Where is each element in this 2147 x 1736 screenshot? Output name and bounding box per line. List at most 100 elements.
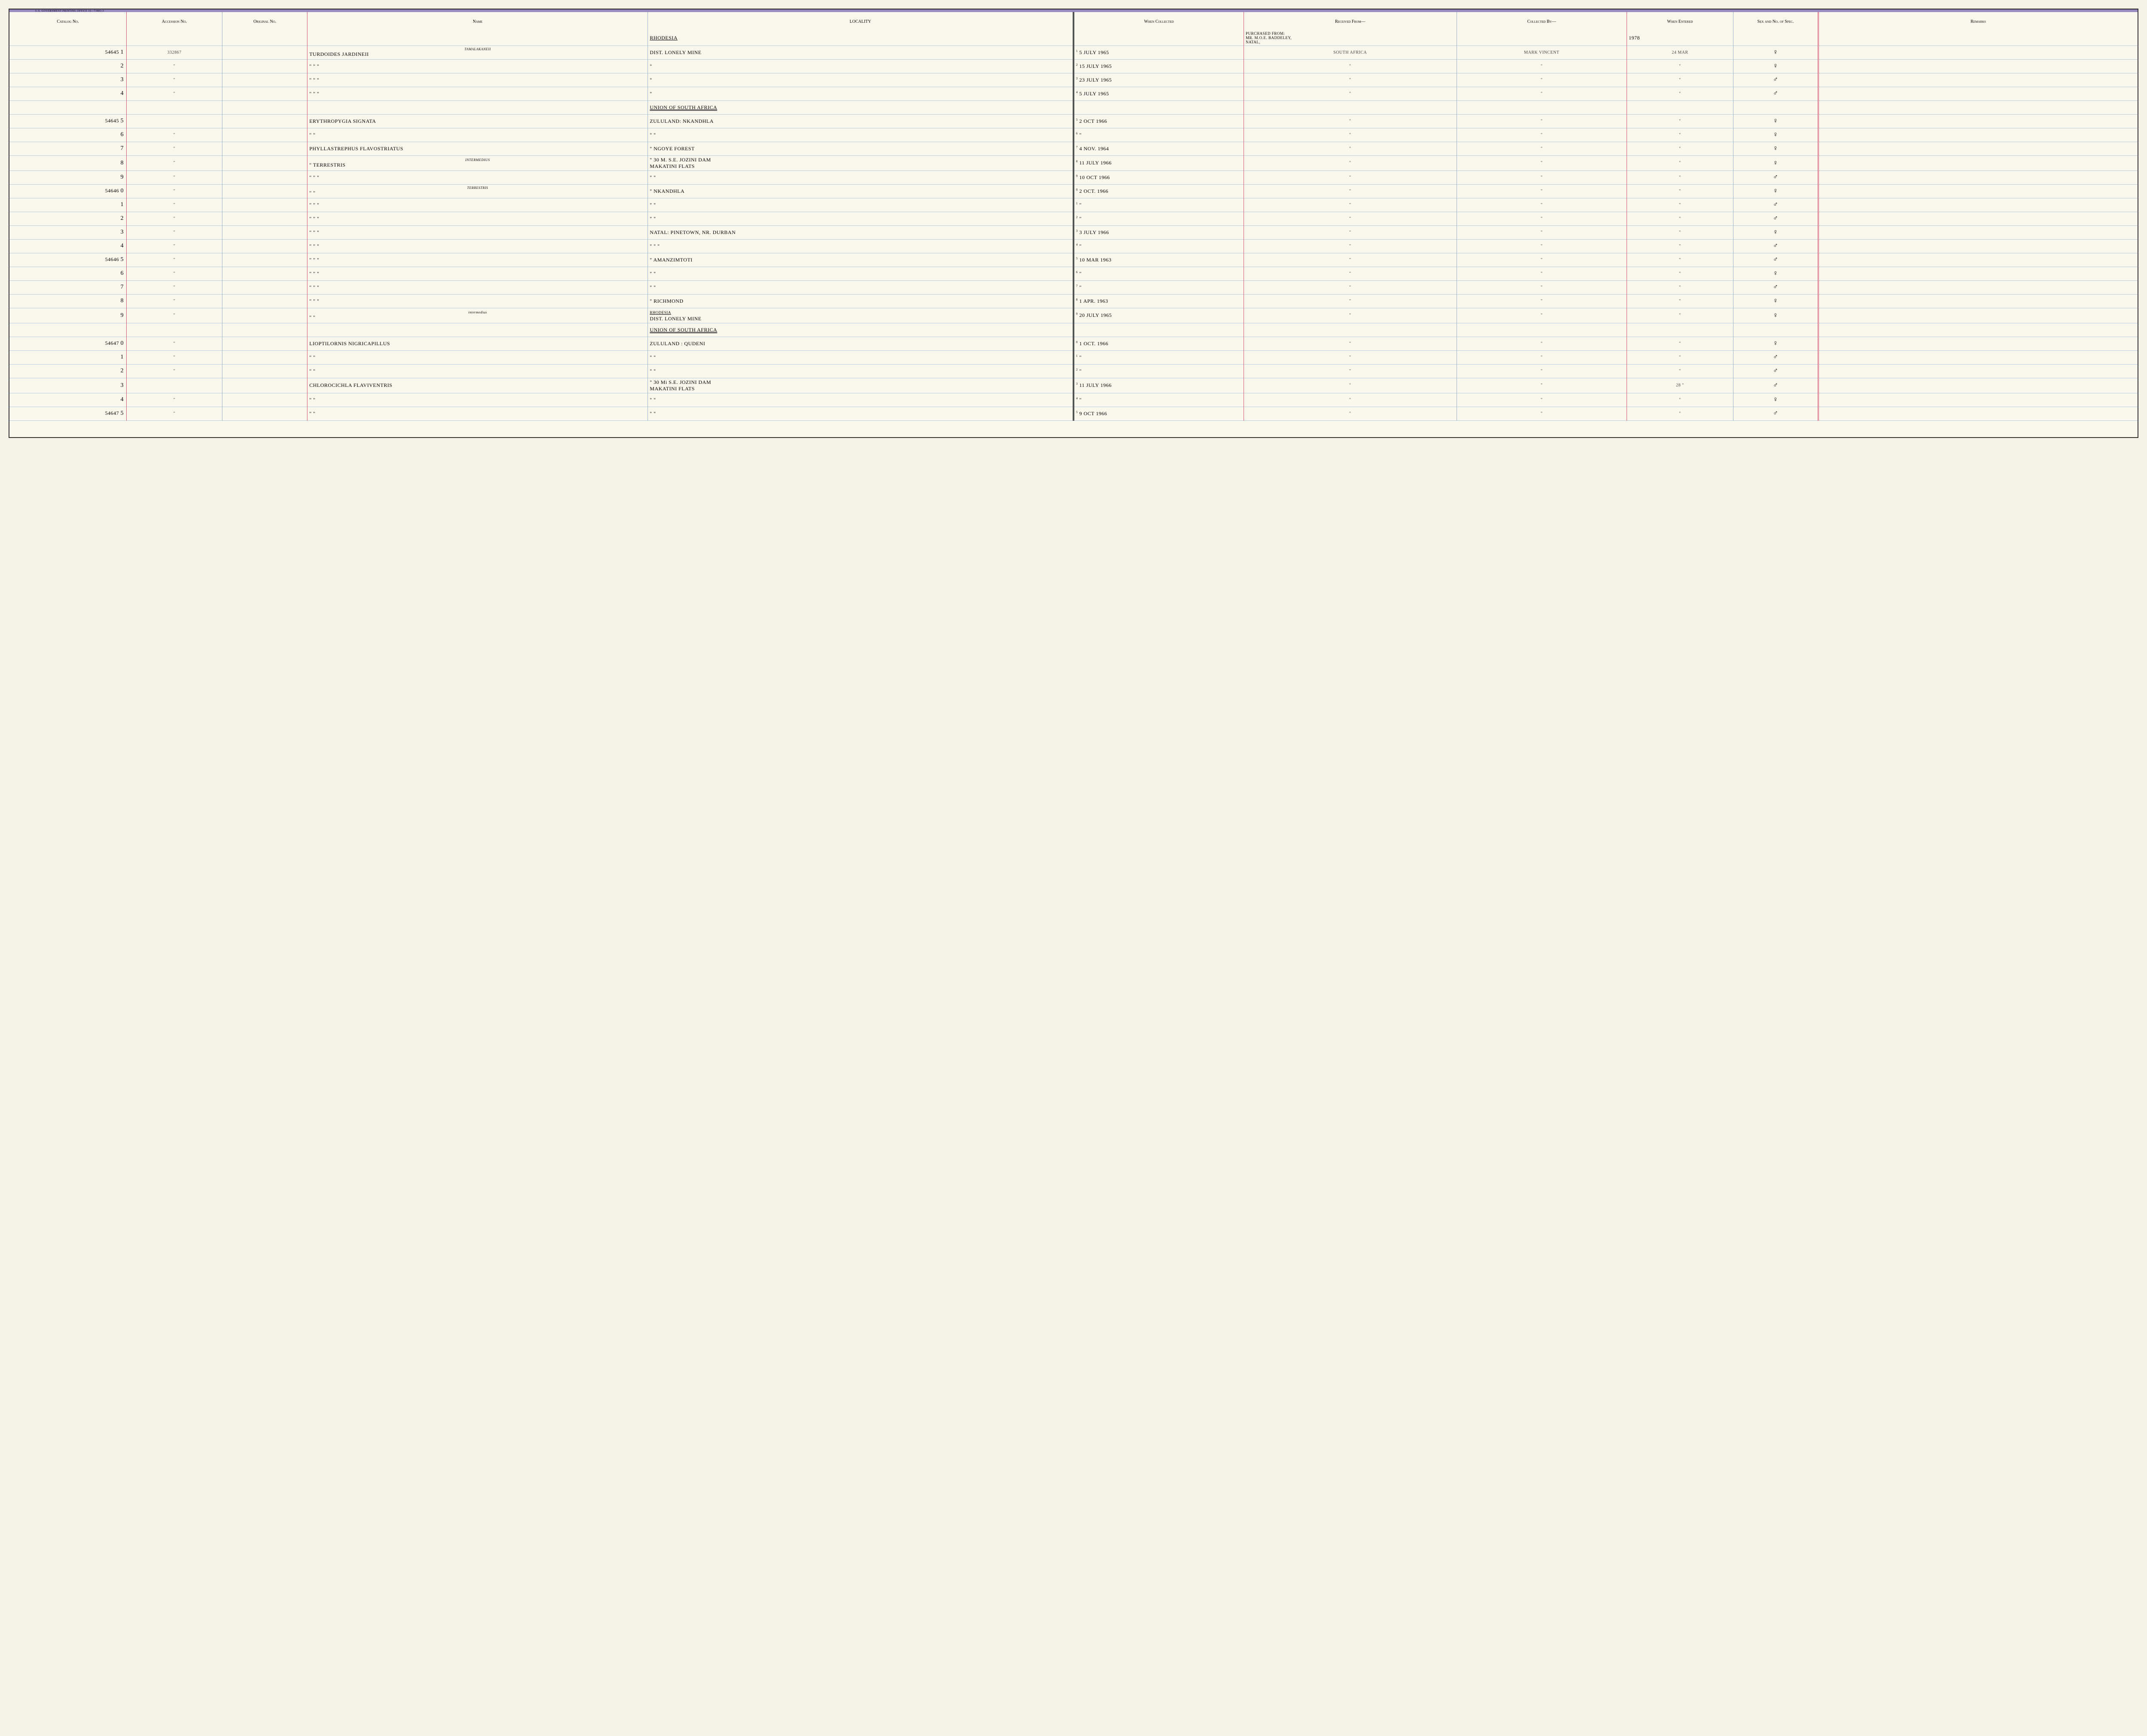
when-entered-cell: " [1627,308,1733,323]
accession-cell: " [127,308,222,323]
collected-by-cell: " [1457,407,1627,420]
name-cell: " " [307,364,648,378]
when-entered-cell: " [1627,364,1733,378]
accession-cell: " [127,253,222,267]
when-entered-cell: " [1627,393,1733,407]
locality-cell: " " [648,280,1074,294]
when-collected-cell: 1 5 JULY 1965 [1074,46,1244,59]
ledger-row: 3"" " "NATAL: PINETOWN, NR. DURBAN3 3 JU… [9,225,2138,239]
when-entered-cell: " [1627,212,1733,225]
sex-cell: ♂ [1733,212,1818,225]
collected-by-cell: " [1457,239,1627,253]
remarks-cell [1819,46,2138,59]
locality-cell: " AMANZIMTOTI [648,253,1074,267]
collected-by-cell: " [1457,337,1627,350]
collected-by-cell: " [1457,294,1627,308]
remarks-cell [1819,253,2138,267]
collected-by-cell: " [1457,212,1627,225]
ledger-row: 54645 5ERYTHROPYGIA SIGNATAZULULAND: NKA… [9,114,2138,128]
ledger-row: 9"intermedius" "RHODESIADIST. LONELY MIN… [9,308,2138,323]
original-cell [222,59,307,73]
name-cell: ERYTHROPYGIA SIGNATA [307,114,648,128]
when-collected-cell: 4 5 JULY 1965 [1074,87,1244,100]
locality-cell: " " " [648,239,1074,253]
collected-by-cell: " [1457,142,1627,155]
collected-by-cell: " [1457,114,1627,128]
locality-cell: " RICHMOND [648,294,1074,308]
header-collected-by: Collected By— [1457,12,1627,31]
catalog-cell: 4 [9,393,127,407]
when-entered-cell: " [1627,59,1733,73]
when-entered-cell: " [1627,407,1733,420]
catalog-cell: 54647 5 [9,407,127,420]
collected-by-cell: " [1457,170,1627,184]
region-row: UNION OF SOUTH AFRICA [9,323,2138,337]
accession-cell: " [127,59,222,73]
name-cell: " " " [307,73,648,87]
name-cell: intermedius" " [307,308,648,323]
accession-cell: " [127,170,222,184]
collected-by-cell: " [1457,128,1627,142]
accession-cell: " [127,198,222,212]
when-collected-cell: 6 " [1074,128,1244,142]
locality-cell: RHODESIADIST. LONELY MINE [648,308,1074,323]
when-collected-cell: 3 11 JULY 1966 [1074,378,1244,393]
received-from-cell: " [1244,267,1457,280]
ledger-row: 4"" " ""4 5 JULY 1965"""♂ [9,87,2138,100]
accession-cell: " [127,239,222,253]
original-cell [222,350,307,364]
region-label: UNION OF SOUTH AFRICA [648,323,1074,337]
collected-by-cell: " [1457,87,1627,100]
remarks-cell [1819,280,2138,294]
received-from-cell: " [1244,364,1457,378]
when-collected-cell: 9 10 OCT 1966 [1074,170,1244,184]
when-collected-cell: 1 " [1074,350,1244,364]
accession-cell: " [127,364,222,378]
ledger-row: 3"" " ""3 23 JULY 1965"""♂ [9,73,2138,87]
accession-cell: " [127,407,222,420]
accession-cell: " [127,155,222,170]
sex-cell: ♂ [1733,280,1818,294]
when-entered-cell: " [1627,170,1733,184]
locality-cell: DIST. LONELY MINE [648,46,1074,59]
header-original: Original No. [222,12,307,31]
when-entered-cell: " [1627,337,1733,350]
catalog-cell: 9 [9,170,127,184]
collected-by-cell: " [1457,253,1627,267]
received-from-cell: " [1244,225,1457,239]
accession-cell: " [127,73,222,87]
when-collected-cell: 2 " [1074,364,1244,378]
ledger-row: 54647 0"LIOPTILORNIS NIGRICAPILLUSZULULA… [9,337,2138,350]
remarks-cell [1819,337,2138,350]
locality-cell: " [648,59,1074,73]
remarks-cell [1819,308,2138,323]
catalog-cell: 6 [9,128,127,142]
header-name: Name [307,12,648,31]
ledger-row: 4"" "" "4 """"♀ [9,393,2138,407]
name-cell: INTERMEDIUS" TERRESTRIS [307,155,648,170]
sex-cell: ♂ [1733,170,1818,184]
remarks-cell [1819,378,2138,393]
original-cell [222,114,307,128]
accession-cell: " [127,337,222,350]
received-from-cell: " [1244,407,1457,420]
name-cell: " " [307,128,648,142]
catalog-cell: 54645 5 [9,114,127,128]
when-collected-cell: 4 " [1074,393,1244,407]
sex-cell: ♀ [1733,155,1818,170]
name-cell: PHYLLASTREPHUS FLAVOSTRIATUS [307,142,648,155]
collected-by-cell: " [1457,184,1627,198]
received-from-cell: " [1244,59,1457,73]
when-entered-cell: " [1627,184,1733,198]
catalog-cell: 8 [9,294,127,308]
when-collected-cell: 2 " [1074,212,1244,225]
remarks-cell [1819,267,2138,280]
original-cell [222,198,307,212]
original-cell [222,294,307,308]
collected-by-cell: " [1457,73,1627,87]
ledger-row: 54646 0"TERRESTRIS" "" NKANDHLA0 2 OCT. … [9,184,2138,198]
received-from-cell: " [1244,212,1457,225]
received-from-cell: " [1244,114,1457,128]
original-cell [222,239,307,253]
remarks-cell [1819,198,2138,212]
